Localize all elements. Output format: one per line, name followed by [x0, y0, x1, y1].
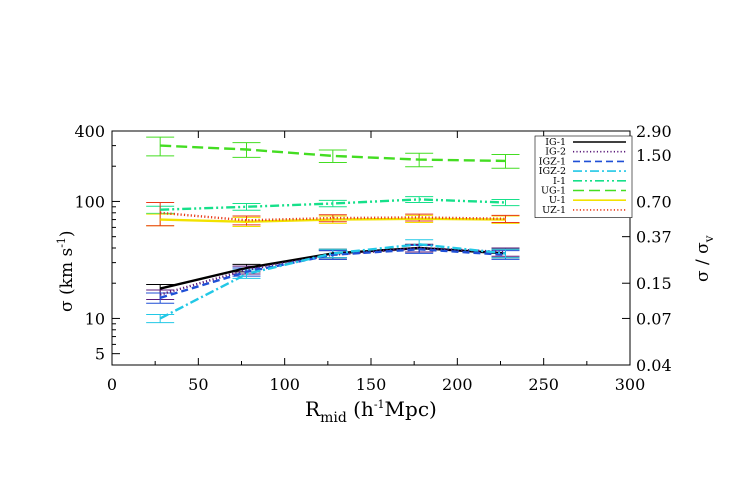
legend-label: IGZ-1 — [539, 156, 566, 167]
x-tick-label: 250 — [528, 375, 559, 394]
y2-tick-label: 0.37 — [636, 228, 672, 247]
y-tick-label: 400 — [74, 122, 105, 141]
y2-tick-label: 0.04 — [636, 356, 672, 375]
series-line — [160, 198, 506, 211]
y-axis-title: σ (km s-1) — [55, 230, 77, 312]
y2-axis-title: σ / σv — [693, 235, 716, 282]
x-tick-label: 100 — [269, 375, 300, 394]
x-tick-label: 50 — [188, 375, 208, 394]
y-tick-label: 10 — [85, 309, 105, 328]
y-tick-label: 5 — [95, 345, 105, 364]
y2-tick-label: 2.90 — [636, 122, 672, 141]
series-lines — [159, 144, 506, 320]
y2-tick-label: 0.15 — [636, 274, 672, 293]
y2-tick-label: 0.70 — [636, 192, 672, 211]
legend-label: IG-2 — [545, 147, 566, 158]
x-tick-label: 150 — [356, 375, 387, 394]
y2-tick-label: 0.07 — [636, 309, 672, 328]
series-line — [159, 248, 506, 299]
legend-box — [534, 135, 633, 218]
series-line — [160, 217, 506, 224]
x-tick-label: 0 — [107, 375, 117, 394]
series-line — [159, 243, 506, 320]
x-tick-label: 300 — [615, 375, 646, 394]
series-line — [160, 144, 506, 163]
y2-tick-label: 1.50 — [636, 146, 672, 165]
legend-label: UG-1 — [541, 186, 566, 197]
axis-labels: 0 50 100 150 200 250 300 400 100 10 5 2.90 1.50 0.70 0… — [74, 122, 671, 394]
legend-label: IGZ-2 — [539, 166, 566, 177]
legend-label: UZ-1 — [542, 205, 566, 216]
x-axis-title: Rmid (h-1Mpc) — [305, 397, 437, 426]
errorbar-layer — [146, 136, 520, 324]
x-tick-label: 200 — [442, 375, 473, 394]
y-tick-label: 100 — [74, 192, 105, 211]
legend-label: U-1 — [549, 195, 566, 206]
legend-label: I-1 — [553, 176, 566, 187]
legend-label: IG-1 — [545, 137, 566, 148]
